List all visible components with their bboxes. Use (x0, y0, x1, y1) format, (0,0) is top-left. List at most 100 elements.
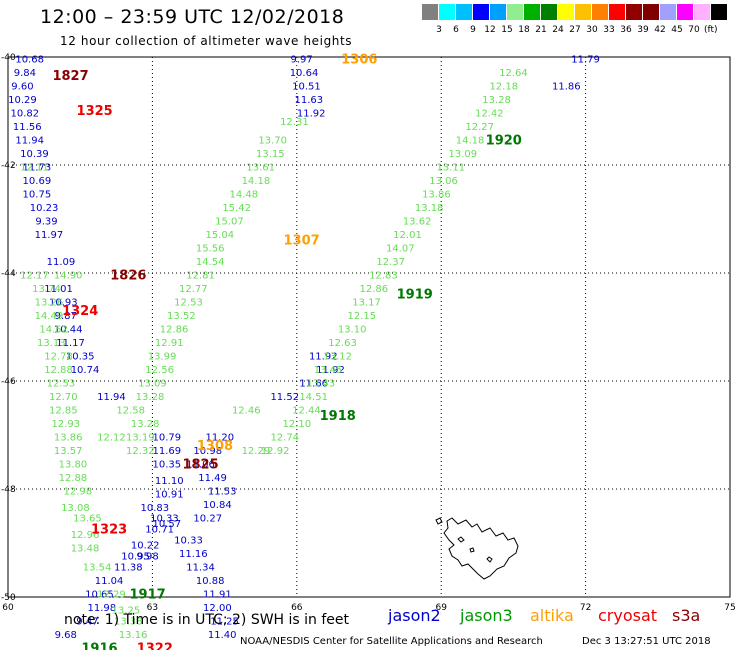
swh-value-jason3: 13.09 (138, 379, 167, 390)
swh-value-jason2: 10.65 (85, 589, 114, 600)
scale-swatch (490, 4, 506, 20)
swh-value-jason2: 11.66 (299, 379, 328, 390)
scale-label: 39 (637, 25, 649, 35)
swh-value-jason2: 11.73 (23, 163, 52, 174)
swh-value-jason3: 12.12 (97, 433, 126, 444)
swh-value-jason3: 13.48 (71, 543, 100, 554)
swh-value-jason3: 12.98 (63, 487, 92, 498)
scale-label: 18 (518, 25, 530, 35)
scale-swatch (507, 4, 523, 20)
swh-value-jason2: 11.94 (15, 136, 44, 147)
swh-value-jason2: 10.23 (30, 203, 59, 214)
swh-value-jason3: 12.15 (347, 311, 376, 322)
swh-value-jason3: 14.49 (35, 311, 64, 322)
swh-value-jason3: 15.07 (215, 217, 244, 228)
latitude-tick-label: -42 (1, 161, 16, 171)
swh-value-jason3: 13.45 (314, 365, 343, 376)
swh-value-jason2: 11.98 (88, 603, 117, 614)
mission-s3a: s3a (672, 606, 701, 625)
swh-value-jason3: 14.52 (39, 325, 68, 336)
swh-value-jason3: 14.48 (230, 190, 259, 201)
scale-swatch (575, 4, 591, 20)
pass-time-label: 1307 (284, 234, 320, 249)
swh-value-jason2: 11.63 (295, 95, 324, 106)
swh-value-jason2: 9.84 (14, 68, 36, 79)
scale-label: 6 (453, 25, 459, 35)
swh-value-jason2: 10.83 (140, 503, 169, 514)
swh-value-jason3: 12.88 (59, 473, 88, 484)
scale-swatch (609, 4, 625, 20)
swh-value-jason3: 13.12 (323, 352, 352, 363)
latitude-tick-label: -46 (1, 377, 16, 387)
swh-value-jason2: 10.93 (49, 298, 78, 309)
swh-value-jason2: 9.97 (290, 55, 312, 66)
swh-value-jason3: 13.25 (112, 606, 141, 617)
scale-label: 3 (436, 25, 442, 35)
swh-value-jason3: 12.29 (97, 589, 126, 600)
islet-2 (457, 536, 465, 543)
swh-value-jason3: 12.37 (376, 257, 405, 268)
swh-value-jason3: 13.10 (338, 325, 367, 336)
mission-altika: altika (530, 606, 574, 625)
swh-value-jason3: 12.58 (116, 406, 145, 417)
swh-value-jason2: 11.92 (309, 352, 338, 363)
swh-value-jason2: 10.74 (71, 365, 100, 376)
swh-value-jason3: 12.74 (270, 433, 299, 444)
credit-text: NOAA/NESDIS Center for Satellite Applica… (240, 636, 543, 647)
swh-value-jason2: 10.64 (290, 68, 319, 79)
swh-value-jason3: 15.42 (222, 203, 251, 214)
swh-value-jason2: 11.20 (205, 433, 234, 444)
swh-value-jason3: 12.53 (47, 379, 76, 390)
swh-value-jason3: 12.81 (186, 271, 215, 282)
swh-value-jason3: 13.15 (256, 149, 285, 160)
swh-value-jason3: 13.16 (119, 630, 148, 641)
pass-time-label: 1919 (397, 288, 433, 303)
scale-label: 36 (620, 25, 632, 35)
swh-value-jason3: 13.08 (61, 503, 90, 514)
scale-label: 12 (484, 25, 496, 35)
pass-time-label: 1323 (91, 523, 127, 538)
swh-value-jason3: 14.54 (196, 257, 225, 268)
map-subtitle: 12 hour collection of altimeter wave hei… (60, 34, 353, 48)
longitude-tick-label: 66 (291, 603, 303, 613)
swh-value-jason3: 13.06 (429, 176, 458, 187)
swh-value-jason3: 12.11 (20, 163, 49, 174)
swh-value-jason3: 13.17 (352, 298, 381, 309)
swh-value-jason3: 13.52 (167, 311, 196, 322)
scale-swatch (473, 4, 489, 20)
swh-value-jason3: 13.70 (258, 136, 287, 147)
swh-value-jason3: 13.57 (54, 446, 83, 457)
swh-value-jason2: 11.97 (35, 230, 64, 241)
swh-value-jason3: 13.43 (307, 379, 336, 390)
swh-value-jason3: 12.77 (179, 284, 208, 295)
swh-value-jason2: 9.87 (55, 311, 77, 322)
swh-value-jason3: 13.61 (246, 163, 275, 174)
longitude-tick-label: 69 (435, 603, 447, 613)
swh-value-jason3: 13.28 (136, 392, 165, 403)
swh-value-jason3: 12.86 (160, 325, 189, 336)
pass-time-label: 1325 (77, 104, 113, 119)
swh-value-jason2: 9.47 (76, 616, 98, 627)
scale-label: 27 (569, 25, 581, 35)
swh-value-jason3: 14.18 (456, 136, 485, 147)
swh-value-jason3: 12.10 (282, 419, 311, 430)
swh-value-jason3: 13.13 (37, 338, 66, 349)
swh-value-jason3: 13.11 (437, 163, 466, 174)
swh-value-jason2: 10.88 (196, 576, 225, 587)
swh-value-jason2: 10.98 (193, 446, 222, 457)
swh-value-jason3: 13.99 (148, 352, 177, 363)
swh-value-jason3: 12.83 (369, 271, 398, 282)
swh-value-jason3: 13.38 (114, 616, 143, 627)
pass-time-labels: 1827 1325 1826 1324 1825 1323 1322 1917 1916 1918… (52, 53, 521, 650)
swh-value-jason2: 11.92 (297, 109, 326, 120)
swh-value-jason2: 10.39 (20, 149, 49, 160)
swh-value-jason2: 10.44 (54, 325, 83, 336)
swh-value-jason3: 12.64 (499, 68, 528, 79)
swh-value-jason3: 13.54 (83, 562, 112, 573)
map-title: 12:00 – 23:59 UTC 12/02/2018 (40, 6, 345, 28)
generated-timestamp: Dec 3 13:27:51 UTC 2018 (582, 636, 711, 647)
pass-time-label: 1918 (320, 409, 356, 424)
map-grid (8, 57, 730, 597)
